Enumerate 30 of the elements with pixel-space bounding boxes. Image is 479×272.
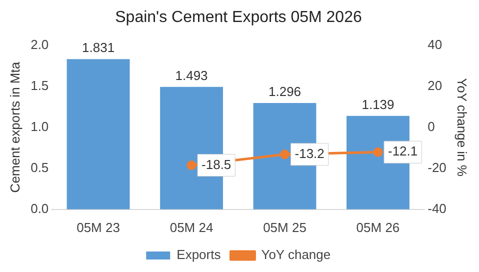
data-label: -12.1 bbox=[388, 144, 418, 159]
data-label: 1.139 bbox=[362, 96, 394, 112]
y2-tick-label: 0 bbox=[428, 118, 435, 134]
data-label: 1.831 bbox=[82, 40, 115, 56]
y-tick-label: 1.0 bbox=[30, 118, 49, 134]
point bbox=[280, 150, 290, 160]
y-tick-label: 1.5 bbox=[30, 78, 49, 93]
data-label: 1.296 bbox=[268, 84, 302, 100]
data-label: 1.493 bbox=[175, 68, 208, 83]
data-label: -13.2 bbox=[294, 146, 324, 161]
y2-tick-label: 40 bbox=[428, 36, 442, 52]
point bbox=[186, 160, 196, 170]
chart-title: Spain's Cement Exports 05M 2026 bbox=[115, 9, 362, 26]
x-tick-label: 05M 26 bbox=[356, 220, 400, 235]
y2-axis-title: YoY change in % bbox=[454, 78, 470, 177]
point bbox=[373, 147, 383, 157]
legend-label: YoY change bbox=[261, 247, 331, 262]
x-tick-label: 05M 25 bbox=[263, 220, 306, 235]
x-tick-label: 05M 23 bbox=[76, 220, 120, 235]
y2-tick-label: 20 bbox=[428, 78, 442, 93]
y-tick-label: 2.0 bbox=[30, 36, 49, 52]
bar bbox=[66, 59, 130, 210]
y-axis-title: Cement exports in Mta bbox=[7, 61, 22, 193]
x-tick-label: 05M 24 bbox=[170, 220, 214, 235]
y-tick-label: 0.0 bbox=[30, 200, 49, 216]
data-label: -18.5 bbox=[202, 156, 232, 172]
legend-label: Exports bbox=[176, 247, 222, 262]
y2-tick-label: -40 bbox=[428, 200, 446, 216]
y2-tick-label: -20 bbox=[428, 160, 446, 175]
y-tick-label: 0.5 bbox=[30, 160, 49, 175]
